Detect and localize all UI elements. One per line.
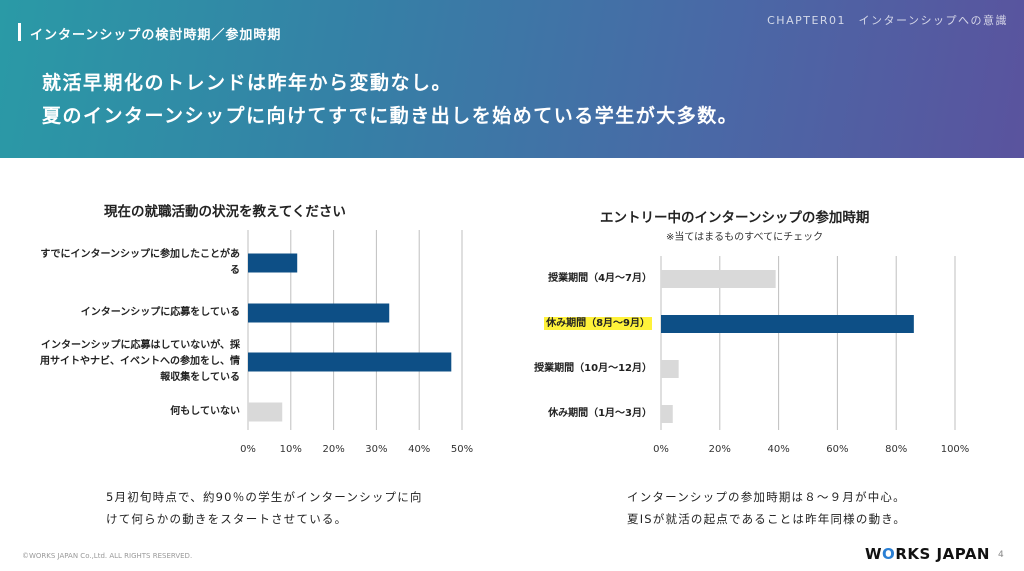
chart1-bar xyxy=(248,402,283,422)
section-marker xyxy=(18,23,21,41)
headline-line-1: 就活早期化のトレンドは昨年から変動なし。 xyxy=(42,72,453,94)
chart1-category-label: インターンシップに応募はしていないが、採 用サイトやナビ、イベントへの参加をし、情… xyxy=(40,340,240,383)
chart2-tick-label: 40% xyxy=(767,444,789,455)
chart1-bar xyxy=(248,352,452,372)
chart2-tick-label: 20% xyxy=(709,444,731,455)
chart1-tick-label: 40% xyxy=(408,444,430,455)
chart2-caption-line-1: インターンシップの参加時期は８～９月が中心。 xyxy=(627,490,906,504)
copyright: ©WORKS JAPAN Co.,Ltd. ALL RIGHTS RESERVE… xyxy=(22,552,193,560)
chart1-bar xyxy=(248,303,390,323)
chart2-category-label: 休み期間（8月～9月） xyxy=(544,317,652,330)
chart2-category-label: 授業期間（4月～7月） xyxy=(548,273,652,284)
chapter-label: CHAPTER01 インターンシップへの意識 xyxy=(767,14,1008,27)
chart2-caption: インターンシップの参加時期は８～９月が中心。 夏ISが就活の起点であることは昨年… xyxy=(627,486,906,530)
chart1-tick-label: 50% xyxy=(451,444,473,455)
logo-mark: O xyxy=(882,545,896,563)
chart2-bar xyxy=(661,360,679,378)
chart1-category-label: インターンシップに応募をしている xyxy=(80,307,240,318)
chart1-caption-line-2: けて何らかの動きをスタートさせている。 xyxy=(106,512,348,526)
chart2-category-label: 授業期間（10月～12月） xyxy=(534,363,652,374)
chart2-tick-label: 100% xyxy=(941,444,970,455)
chart1-tick-label: 0% xyxy=(240,444,256,455)
chart2-caption-line-2: 夏ISが就活の起点であることは昨年同様の動き。 xyxy=(627,512,907,526)
logo-w: W xyxy=(865,545,883,563)
chart1-title: 現在の就職活動の状況を教えてください xyxy=(104,204,346,220)
chart2-bar xyxy=(661,270,776,288)
chart2-title: エントリー中のインターンシップの参加時期 xyxy=(600,210,870,226)
company-logo: WORKS JAPAN xyxy=(865,545,990,563)
chart2-subtitle: ※当てはまるものすべてにチェック xyxy=(666,232,824,243)
chart1-caption-line-1: 5月初旬時点で、約90％の学生がインターンシップに向 xyxy=(106,490,423,504)
chart2-bar xyxy=(661,405,673,423)
chart2-category-label: 休み期間（1月～3月） xyxy=(548,408,652,419)
chart2-tick-label: 0% xyxy=(653,444,669,455)
chart1-category-label: 何もしていない xyxy=(170,406,240,417)
chart1-tick-label: 30% xyxy=(365,444,387,455)
logo-rest: RKS JAPAN xyxy=(895,545,990,563)
headline-line-2: 夏のインターンシップに向けてすでに動き出しを始めている学生が大多数。 xyxy=(42,105,739,127)
chart2-tick-label: 80% xyxy=(885,444,907,455)
chart1-tick-label: 10% xyxy=(280,444,302,455)
section-title: インターンシップの検討時期／参加時期 xyxy=(30,28,282,43)
chart2-tick-label: 60% xyxy=(826,444,848,455)
chart1-tick-label: 20% xyxy=(322,444,344,455)
chart2-bar xyxy=(661,315,914,333)
chart1-category-label: すでにインターンシップに参加したことがある xyxy=(40,249,240,276)
header-banner: インターンシップの検討時期／参加時期 CHAPTER01 インターンシップへの意… xyxy=(0,0,1024,158)
chart1-caption: 5月初旬時点で、約90％の学生がインターンシップに向 けて何らかの動きをスタート… xyxy=(106,486,423,530)
chart1-bar xyxy=(248,253,298,273)
page-number: 4 xyxy=(998,550,1004,560)
